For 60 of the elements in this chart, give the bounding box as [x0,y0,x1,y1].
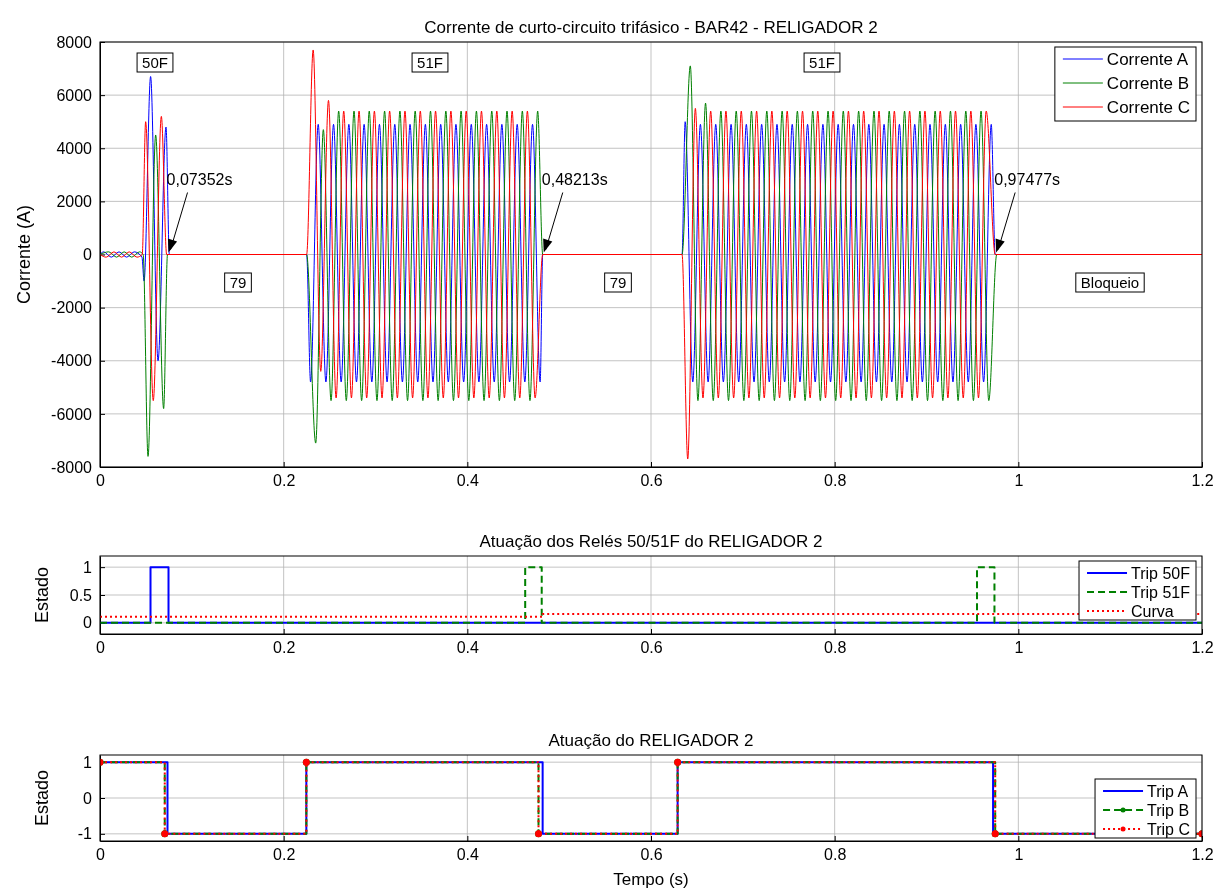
x-tick-label: 0.8 [824,472,847,490]
x-tick-label: 0.6 [640,472,663,490]
x-tick-label: 0.2 [273,846,296,864]
x-tick-label: 0.2 [273,472,296,490]
annotation: 0,48213s [541,170,608,188]
y-tick-label: 0 [83,246,93,264]
y-tick-label: -4000 [51,352,93,370]
y-axis-title: Estado [32,769,52,827]
x-axis-title: Tempo (s) [613,870,689,889]
chart-title: Corrente de curto-circuito trifásico - BAR42 - RELIGADOR 2 [424,18,878,37]
annotation: 51F [417,54,443,71]
annotation: 0,97477s [994,170,1061,188]
annotation: 79 [229,274,247,291]
x-tick-label: 0 [96,846,106,864]
x-tick-label: 1.2 [1191,846,1214,864]
legend-label: Corrente B [1106,74,1190,93]
annotation: Bloqueio [1080,274,1140,291]
x-tick-label: 1.2 [1191,639,1214,657]
y-tick-label: -6000 [51,405,93,423]
legend-label: Corrente A [1106,50,1189,69]
y-tick-label: 2000 [56,192,93,210]
x-tick-label: 0.4 [456,472,480,490]
legend-label: Trip 51F [1131,584,1191,601]
chart-title: Atuação do RELIGADOR 2 [548,731,754,750]
x-tick-label: 0.4 [456,846,480,864]
x-tick-label: 0.6 [640,846,663,864]
y-tick-label: 0 [83,614,93,632]
x-tick-label: 0.4 [456,639,480,657]
y-tick-label: -1 [77,825,93,843]
chart-title: Atuação dos Relés 50/51F do RELIGADOR 2 [479,532,823,551]
legend-label: Trip C [1147,821,1190,838]
x-tick-label: 0.6 [640,639,663,657]
legend-label: Curva [1131,603,1174,620]
y-axis-title: Estado [32,566,52,624]
y-tick-label: 0.5 [69,586,93,604]
y-tick-label: 1 [83,753,93,771]
legend-label: Trip A [1147,783,1189,800]
legend-label: Trip 50F [1131,565,1191,582]
y-axis-title: Corrente (A) [14,204,34,305]
y-tick-label: 1 [83,558,93,576]
x-tick-label: 0 [96,639,106,657]
x-tick-label: 1 [1014,472,1024,490]
y-tick-label: 6000 [56,86,93,104]
x-tick-label: 1 [1014,846,1024,864]
x-tick-label: 1.2 [1191,472,1214,490]
y-tick-label: -8000 [51,458,93,476]
x-tick-label: 0 [96,472,106,490]
annotation: 51F [809,54,835,71]
y-tick-label: -2000 [51,299,93,317]
annotation: 79 [609,274,627,291]
x-tick-label: 0.8 [824,639,847,657]
x-tick-label: 0.2 [273,639,296,657]
y-tick-label: 8000 [56,33,93,51]
x-tick-label: 1 [1014,639,1024,657]
legend-label: Corrente C [1106,98,1190,117]
legend-label: Trip B [1147,802,1190,819]
x-tick-label: 0.8 [824,846,847,864]
y-tick-label: 4000 [56,139,93,157]
annotation: 50F [142,54,168,71]
y-tick-label: 0 [83,789,93,807]
